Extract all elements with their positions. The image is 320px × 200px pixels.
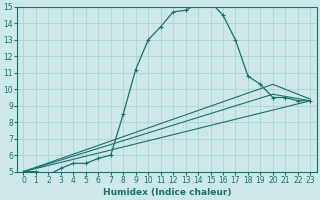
X-axis label: Humidex (Indice chaleur): Humidex (Indice chaleur)	[103, 188, 231, 197]
